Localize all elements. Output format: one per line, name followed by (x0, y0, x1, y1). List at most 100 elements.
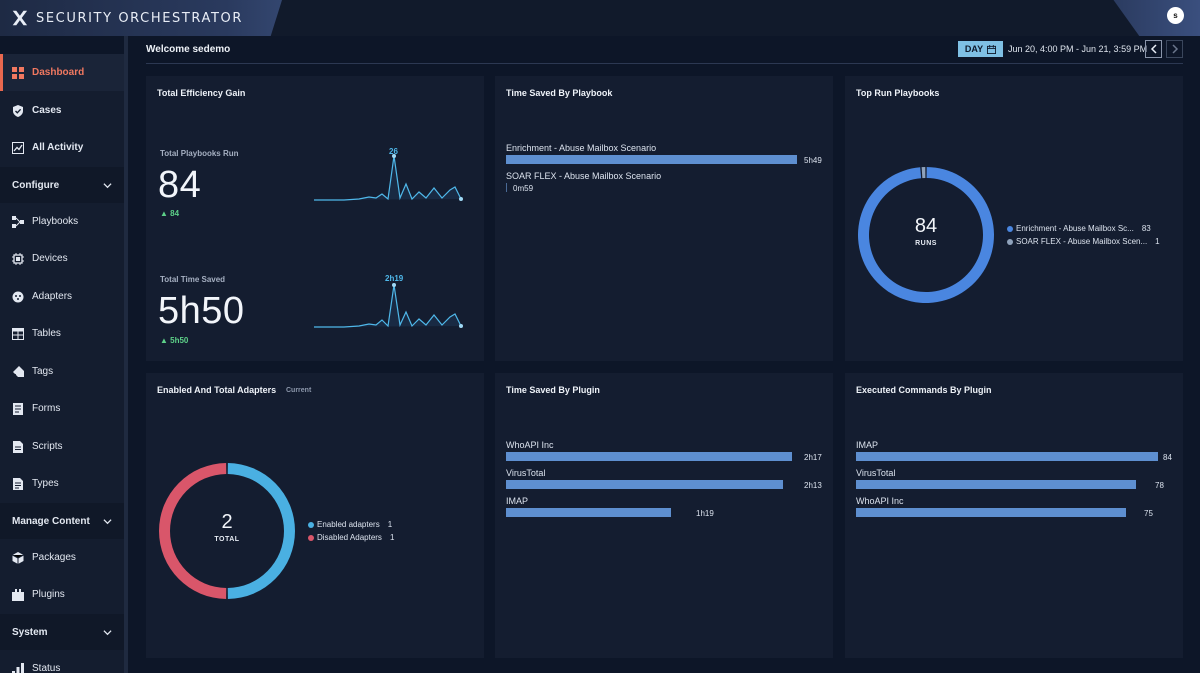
section-label: Manage Content (12, 515, 90, 527)
legend-item[interactable]: Disabled Adapters 1 (308, 533, 394, 542)
commands-by-plugin-card: Executed Commands By Plugin IMAP 84 Viru… (845, 373, 1183, 658)
table-icon (12, 327, 24, 340)
legend-item[interactable]: Enabled adapters 1 (308, 520, 392, 529)
sidebar-item-label: Tables (32, 328, 61, 339)
form-icon (13, 402, 23, 415)
card-subtitle: Current (286, 387, 312, 394)
sidebar-item-label: Tags (32, 366, 54, 377)
sidebar-item-label: Scripts (32, 441, 63, 452)
bar[interactable] (506, 155, 797, 164)
types-icon (13, 477, 23, 490)
legend-dot (308, 521, 314, 528)
bar-label: SOAR FLEX - Abuse Mailbox Scenario (506, 171, 662, 181)
sidebar-item-adapters[interactable]: Adapters (0, 278, 124, 315)
prev-range-button[interactable] (1145, 40, 1162, 58)
sidebar-item-dashboard[interactable]: Dashboard (0, 54, 124, 91)
sidebar-item-status[interactable]: Status (0, 650, 124, 673)
sidebar (0, 54, 128, 673)
donut-segment[interactable] (159, 463, 227, 599)
time-saved-value: 5h50 (158, 290, 245, 332)
sidebar-item-label: Forms (32, 403, 61, 414)
time-saved-label: Total Time Saved (160, 275, 226, 284)
sidebar-item-label: Dashboard (32, 67, 85, 78)
welcome-message: Welcome sedemo (146, 44, 231, 55)
adapter-icon (12, 291, 24, 302)
bar[interactable] (506, 452, 792, 461)
playbooks-run-value: 84 (158, 164, 202, 206)
day-label: DAY (964, 44, 984, 54)
tag-icon (13, 365, 24, 377)
time-saved-sparkline (314, 283, 466, 328)
bar-label: WhoAPI Inc (506, 440, 554, 450)
legend-item[interactable]: Enrichment - Abuse Mailbox Sc... 83 (1007, 224, 1151, 233)
chevron-left-icon (1150, 44, 1157, 54)
sidebar-item-forms[interactable]: Forms (0, 390, 124, 427)
legend-value: 1 (387, 520, 393, 529)
bar-value: 84 (1163, 453, 1172, 462)
bar[interactable] (506, 480, 783, 489)
shield-icon (13, 104, 23, 117)
donut-segment[interactable] (227, 463, 295, 599)
sidebar-item-devices[interactable]: Devices (0, 240, 124, 277)
sidebar-section-system[interactable]: System (0, 614, 124, 650)
sidebar-item-scripts[interactable]: Scripts (0, 428, 124, 465)
card-title: Time Saved By Playbook (506, 88, 613, 98)
legend-label: Enrichment - Abuse Mailbox Sc... (1016, 224, 1134, 233)
playbooks-spark-peak: 26 (389, 147, 398, 156)
donut-caption: RUNS (915, 240, 937, 247)
time-by-playbook-card: Time Saved By Playbook Enrichment - Abus… (495, 76, 833, 361)
bar-label: Enrichment - Abuse Mailbox Scenario (506, 143, 657, 153)
bar[interactable] (856, 452, 1158, 461)
card-title: Time Saved By Plugin (506, 385, 600, 395)
time-by-plugin-card: Time Saved By Plugin WhoAPI Inc 2h17 Vir… (495, 373, 833, 658)
chevron-right-icon (1171, 44, 1178, 54)
donut-total: 84 (914, 215, 938, 237)
sidebar-item-cases[interactable]: Cases (0, 92, 124, 129)
next-range-button[interactable] (1166, 40, 1183, 58)
bar-label: IMAP (856, 440, 879, 450)
bar-value: 75 (1144, 509, 1153, 518)
legend-dot (1007, 238, 1013, 245)
efficiency-card: Total Efficiency Gain Total Playbooks Ru… (146, 76, 484, 361)
legend-value: 83 (1141, 224, 1151, 233)
bar-value: 2h17 (804, 453, 822, 462)
sidebar-scrollbar[interactable] (124, 36, 128, 673)
bar[interactable] (856, 480, 1136, 489)
brand[interactable]: SECURITY ORCHESTRATOR (0, 0, 282, 36)
card-title: Executed Commands By Plugin (856, 385, 992, 395)
playbooks-icon (12, 215, 24, 228)
bar-value: 5h49 (804, 156, 822, 165)
time-saved-delta: ▲ 5h50 (160, 336, 189, 345)
sidebar-item-label: Packages (32, 552, 76, 563)
day-button[interactable]: DAY (958, 41, 1003, 57)
bar[interactable] (506, 508, 671, 517)
sidebar-section-manage-content[interactable]: Manage Content (0, 503, 124, 539)
bar[interactable] (856, 508, 1126, 517)
logo-icon (12, 10, 28, 26)
sidebar-item-packages[interactable]: Packages (0, 539, 124, 576)
sidebar-item-all-activity[interactable]: All Activity (0, 129, 124, 166)
section-label: System (12, 626, 48, 638)
bar-value: 0m59 (513, 184, 534, 193)
app-title: SECURITY ORCHESTRATOR (36, 10, 244, 26)
legend-dot (308, 534, 314, 541)
donut-segment[interactable] (921, 167, 926, 179)
status-icon (12, 662, 24, 673)
header-divider (146, 63, 1183, 64)
sidebar-item-tables[interactable]: Tables (0, 315, 124, 352)
sidebar-item-types[interactable]: Types (0, 465, 124, 502)
delta-value: 84 (170, 209, 180, 218)
sidebar-item-label: Playbooks (32, 216, 79, 227)
sidebar-item-label: Cases (32, 105, 62, 116)
legend-item[interactable]: SOAR FLEX - Abuse Mailbox Scen... 1 (1007, 237, 1160, 246)
sidebar-item-playbooks[interactable]: Playbooks (0, 203, 124, 240)
bar[interactable] (506, 183, 507, 192)
sidebar-item-plugins[interactable]: Plugins (0, 576, 124, 613)
legend-value: 1 (389, 533, 395, 542)
card-title: Total Efficiency Gain (157, 88, 246, 98)
donut-caption: TOTAL (214, 536, 240, 543)
sidebar-item-label: Plugins (32, 589, 65, 600)
sidebar-section-configure[interactable]: Configure (0, 167, 124, 203)
sidebar-item-tags[interactable]: Tags (0, 353, 124, 390)
user-avatar[interactable]: s (1167, 7, 1184, 24)
